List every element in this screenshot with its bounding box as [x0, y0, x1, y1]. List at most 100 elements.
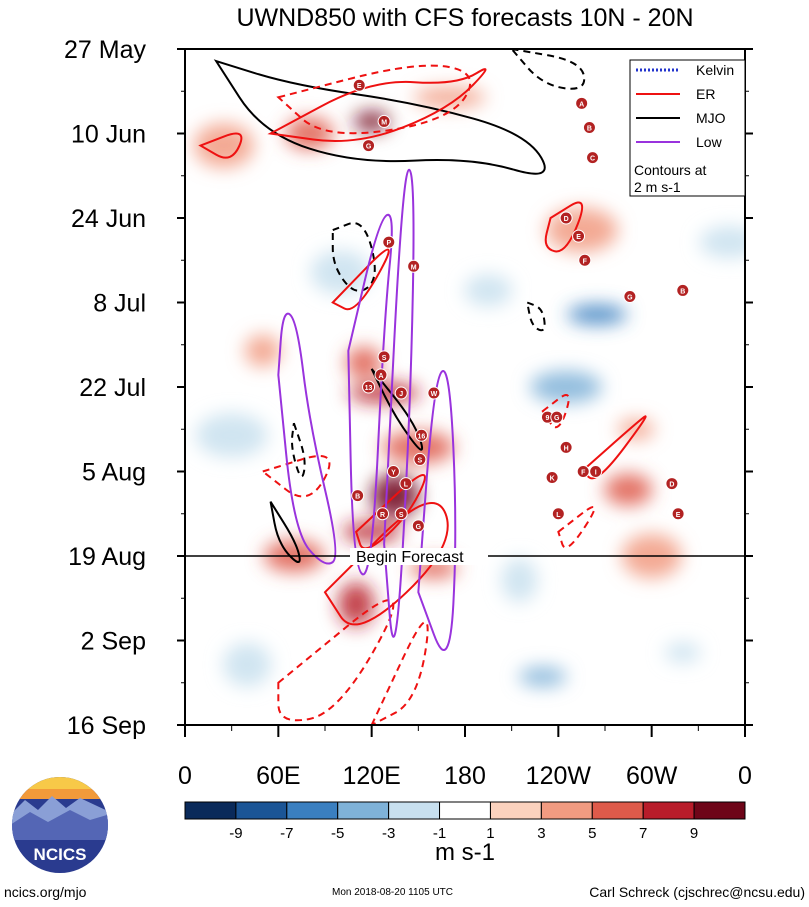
- storm-marker: S: [413, 452, 427, 466]
- storm-marker-circle: [575, 96, 589, 110]
- storm-marker-label: F: [583, 258, 588, 265]
- colorbar-swatch: [642, 801, 695, 820]
- anomaly-patch: [530, 371, 603, 403]
- y-tick-label: 8 Jul: [93, 290, 146, 318]
- anomaly-patch: [413, 87, 486, 108]
- storm-marker: L: [399, 477, 413, 491]
- footer-site: ncics.org/mjo: [4, 884, 87, 900]
- contour-mjo-negative: [331, 222, 376, 292]
- colorbar-tick-label: 7: [639, 825, 647, 842]
- storm-marker-label: C: [590, 156, 595, 163]
- legend-label: MJO: [696, 110, 726, 126]
- storm-marker-circle: [586, 151, 600, 165]
- storm-marker-circle: [551, 507, 565, 521]
- storm-marker-circle: [550, 410, 564, 424]
- legend-entries: Kelvin ER MJO Low: [636, 62, 734, 150]
- storm-marker-label: G: [627, 294, 633, 301]
- storm-marker: B: [676, 283, 690, 297]
- y-tick-label: 16 Sep: [67, 712, 146, 740]
- anomaly-patch: [464, 274, 513, 307]
- colorbar-swatch: [693, 801, 746, 820]
- anomaly-patch: [285, 117, 334, 150]
- contour-er-negative: [276, 64, 472, 135]
- x-tick-label: 120W: [526, 762, 592, 790]
- storm-marker-label: D: [564, 216, 569, 223]
- storm-marker-circle: [407, 259, 421, 273]
- legend-note-line1: Contours at: [634, 162, 706, 178]
- storm-marker-label: E: [357, 83, 362, 90]
- storm-marker-label: S: [418, 457, 423, 464]
- storm-marker: G: [411, 519, 425, 533]
- anomaly-patch: [699, 226, 745, 259]
- x-tick-label: 60E: [256, 762, 300, 790]
- storm-marker-circle: [582, 120, 596, 134]
- anomaly-patch: [338, 582, 375, 627]
- colorbar: -9 -7 -5 -3 -1 1 3 5 7 9: [184, 801, 746, 842]
- storm-marker-label: D: [669, 482, 674, 489]
- storm-marker-label: B: [355, 494, 360, 501]
- contour-mjo-positive: [213, 59, 546, 175]
- storm-marker: R: [376, 507, 390, 521]
- colorbar-tick-label: -9: [229, 825, 242, 842]
- y-tick-label: 19 Aug: [68, 543, 146, 571]
- storm-marker-circle: [374, 368, 388, 382]
- logo-mountains-dark: [12, 810, 108, 840]
- x-tick-label: 0: [738, 762, 752, 790]
- x-tick-label: 60W: [626, 762, 678, 790]
- colorbar-swatch: [388, 801, 441, 820]
- storm-marker-circle: [362, 380, 376, 394]
- storm-marker-circle: [413, 452, 427, 466]
- storm-marker: A: [575, 96, 589, 110]
- storm-marker: M: [407, 259, 421, 273]
- anomaly-patch: [518, 666, 567, 687]
- contour-low-positive: [347, 213, 393, 576]
- colorbar-tick-label: 9: [690, 825, 698, 842]
- storm-marker-label: H: [564, 445, 569, 452]
- y-tick-label: 22 Jul: [79, 374, 146, 402]
- contour-er-negative: [541, 394, 570, 429]
- wave-contours: [198, 49, 647, 725]
- storm-marker-circle: [351, 489, 365, 503]
- storm-marker: B: [351, 489, 365, 503]
- storm-marker: I: [589, 465, 603, 478]
- logo-sunset-band: [12, 789, 108, 799]
- storm-marker-circle: [676, 283, 690, 297]
- y-tick-label: 10 Jun: [71, 121, 146, 149]
- storm-marker-label: B: [680, 288, 685, 295]
- colorbar-tick-label: 3: [537, 825, 545, 842]
- y-tick-label: 5 Aug: [82, 459, 146, 487]
- storm-marker: M: [377, 114, 391, 128]
- storm-marker-label: I: [595, 470, 597, 477]
- storm-marker-circle: [352, 78, 366, 92]
- storm-marker: B: [582, 120, 596, 134]
- storm-marker: J: [394, 386, 408, 400]
- y-axis-labels: 27 May 10 Jun 24 Jun 8 Jul 22 Jul 5 Aug 19 Aug…: [64, 36, 146, 740]
- storm-marker-circle: [377, 114, 391, 128]
- storm-marker-label: P: [386, 240, 391, 247]
- x-axis-labels: 0 60E 120E 180 120W 60W 0: [178, 762, 752, 790]
- logo-text: NCICS: [34, 845, 87, 864]
- footer-author: Carl Schreck (cjschrec@ncsu.edu): [589, 884, 805, 900]
- colorbar-swatch: [591, 801, 644, 820]
- storm-marker: K: [545, 471, 559, 485]
- contour-er-negative: [277, 599, 395, 722]
- legend-note-line2: 2 m s-1: [634, 179, 681, 195]
- anomaly-patch: [244, 334, 281, 367]
- y-tick-label: 24 Jun: [71, 205, 146, 233]
- storm-marker-circle: [362, 139, 376, 153]
- x-tick-label: 0: [178, 762, 192, 790]
- storm-marker-circle: [399, 477, 413, 491]
- storm-marker: S: [394, 507, 408, 521]
- contour-low-positive: [383, 168, 415, 638]
- contour-er-positive: [331, 248, 390, 311]
- y-tick-label: 27 May: [64, 36, 146, 64]
- colorbar-swatch: [184, 801, 237, 820]
- storm-marker: 16: [414, 428, 428, 442]
- contour-er-positive: [267, 68, 487, 142]
- storm-marker-circle: [589, 465, 603, 478]
- storm-marker-circle: [394, 507, 408, 521]
- contour-mjo-negative: [525, 300, 546, 332]
- storm-marker-label: K: [550, 476, 555, 483]
- colorbar-swatch: [439, 801, 491, 820]
